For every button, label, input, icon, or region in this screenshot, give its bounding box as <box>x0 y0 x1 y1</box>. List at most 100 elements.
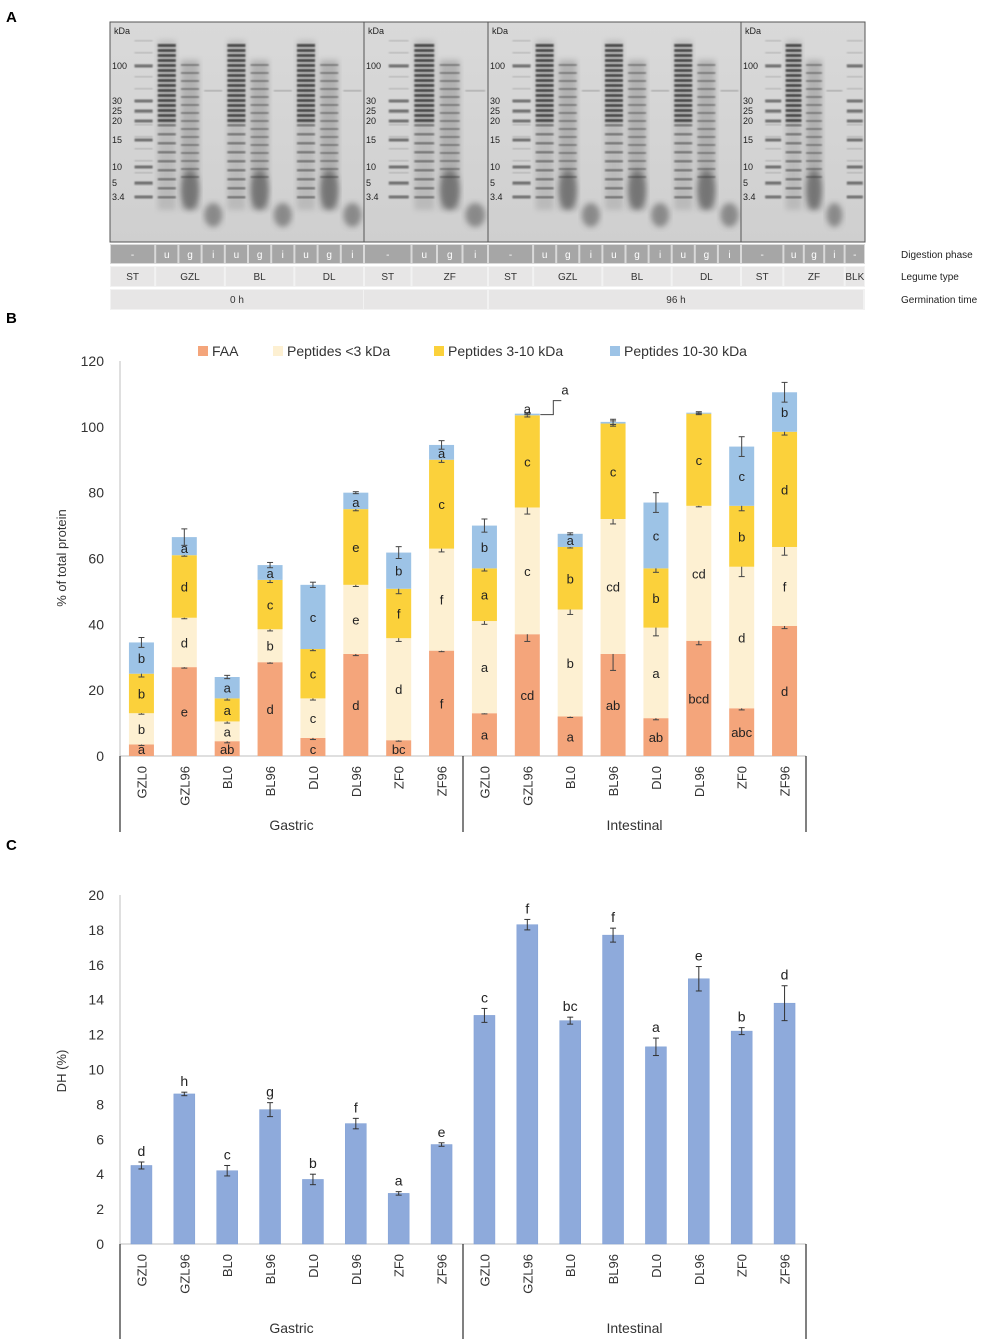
significance-letter: c <box>696 453 703 468</box>
bar <box>259 1109 281 1245</box>
phase-label: i <box>351 250 353 261</box>
bar <box>130 1165 153 1245</box>
significance-letter: b <box>567 656 574 671</box>
x-tick-label: GZL96 <box>177 766 192 806</box>
germination-cell <box>111 290 363 309</box>
phase-label: g <box>326 250 332 261</box>
gel-bands <box>512 40 739 227</box>
significance-letter: f <box>525 900 529 916</box>
bar-segment <box>471 713 497 756</box>
significance-letter: a <box>224 703 232 718</box>
bar-segment <box>128 673 154 714</box>
legume-label: BL <box>253 272 266 283</box>
phase-label: g <box>187 250 193 261</box>
phase-cell <box>341 245 363 263</box>
legume-label: ST <box>126 272 139 283</box>
y-tick-label: 0 <box>96 748 104 764</box>
legume-label: ZF <box>808 272 820 283</box>
phase-label: i <box>659 250 661 261</box>
phase-cell <box>438 245 462 263</box>
significance-letter: c <box>224 1146 231 1162</box>
marker-label: 5 <box>366 178 371 188</box>
legume-cell <box>111 267 155 286</box>
bar-segment <box>214 741 240 756</box>
legume-label: ST <box>381 272 394 283</box>
y-axis-title: % of total protein <box>54 509 69 607</box>
legume-label: ST <box>504 272 517 283</box>
bar-segment <box>643 568 669 628</box>
bar-segment <box>214 698 240 722</box>
significance-letter: g <box>266 1084 274 1100</box>
marker-label: 100 <box>743 61 758 71</box>
bar-segment <box>214 677 240 699</box>
significance-letter: a <box>481 588 489 603</box>
y-tick-label: 20 <box>88 682 104 698</box>
legend-swatch <box>198 346 208 356</box>
significance-letter: b <box>138 651 145 666</box>
phase-cell <box>412 245 436 263</box>
legume-label: GZL <box>180 272 200 283</box>
bar-segment <box>471 621 497 714</box>
significance-letter: a <box>481 660 489 675</box>
phase-label: u <box>421 250 427 261</box>
significance-letter: c <box>610 464 617 479</box>
significance-letter: d <box>781 967 789 983</box>
legend-label: Peptides 3-10 kDa <box>448 343 563 359</box>
legume-label: DL <box>700 272 713 283</box>
y-tick-label: 0 <box>96 1236 104 1252</box>
significance-letter: cd <box>692 566 706 581</box>
phase-cell <box>489 245 533 263</box>
phase-cell <box>649 245 671 263</box>
bar-segment <box>471 568 497 622</box>
x-tick-label: DL96 <box>692 766 707 797</box>
marker-label: 15 <box>112 135 122 145</box>
phase-label: i <box>474 250 476 261</box>
phase-label: u <box>542 250 548 261</box>
phase-label: - <box>853 250 856 261</box>
y-tick-label: 10 <box>88 1062 104 1078</box>
y-tick-label: 80 <box>88 485 104 501</box>
bar-segment <box>257 579 283 630</box>
significance-letter: b <box>738 529 745 544</box>
significance-letter: b <box>395 564 402 579</box>
phase-label: i <box>728 250 730 261</box>
phase-label: u <box>303 250 309 261</box>
phase-cell <box>672 245 694 263</box>
significance-letter: a <box>224 681 232 696</box>
phase-cell <box>626 245 648 263</box>
significance-letter: e <box>181 705 188 720</box>
significance-letter: bcd <box>688 691 709 706</box>
legend-swatch <box>273 346 283 356</box>
group-label: Gastric <box>269 1320 313 1336</box>
phase-cell <box>695 245 717 263</box>
phase-cell <box>534 245 556 263</box>
stacked-bar-chart-b: FAA Peptides <3 kDa Peptides 3-10 kDa Pepti… <box>54 343 807 833</box>
bar-segment <box>429 444 455 460</box>
callout-line <box>540 400 562 416</box>
significance-letter: a <box>567 729 575 744</box>
bar-segment <box>429 650 455 756</box>
significance-letter: cd <box>606 579 620 594</box>
kda-label: kDa <box>368 26 384 36</box>
significance-letter: e <box>352 540 359 555</box>
gel-bands <box>765 40 863 227</box>
significance-letter: d <box>352 698 359 713</box>
bar-segment <box>600 423 626 519</box>
legume-cell <box>534 267 602 286</box>
legend-label: Peptides <3 kDa <box>287 343 390 359</box>
marker-label: 30 <box>112 96 122 106</box>
significance-letter: d <box>266 702 273 717</box>
legend-swatch <box>434 346 444 356</box>
marker-label: 25 <box>490 106 500 116</box>
phase-cell <box>225 245 247 263</box>
marker-label: 3.4 <box>490 192 503 202</box>
x-tick-label: BL96 <box>263 766 278 796</box>
phase-label: g <box>565 250 571 261</box>
legume-cell <box>156 267 224 286</box>
bar-segment <box>171 555 197 618</box>
phase-cell <box>179 245 201 263</box>
